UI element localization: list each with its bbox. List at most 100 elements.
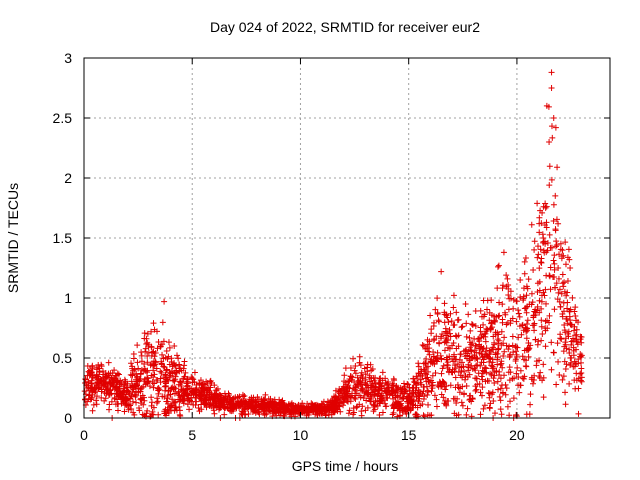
data-point <box>438 370 445 377</box>
data-point <box>499 389 506 396</box>
data-point <box>530 312 537 319</box>
data-point <box>487 370 494 377</box>
data-point <box>559 313 566 320</box>
data-point <box>482 348 489 355</box>
data-point <box>505 306 512 313</box>
data-point <box>98 394 105 401</box>
data-point <box>489 359 496 366</box>
data-point <box>553 216 560 223</box>
data-point <box>491 341 498 348</box>
data-point <box>454 317 461 324</box>
data-point <box>214 385 221 392</box>
data-point <box>364 404 371 411</box>
data-point <box>504 403 511 410</box>
data-point <box>566 256 573 263</box>
y-tick-label: 2 <box>64 170 72 186</box>
data-point <box>455 368 462 375</box>
data-point <box>500 249 507 256</box>
data-point <box>170 385 177 392</box>
data-point <box>506 412 513 419</box>
data-point <box>440 362 447 369</box>
data-point <box>438 356 445 363</box>
data-point <box>241 411 248 418</box>
data-point <box>567 321 574 328</box>
data-point <box>455 343 462 350</box>
data-point <box>132 393 139 400</box>
data-point <box>316 403 323 410</box>
data-point <box>526 345 533 352</box>
data-point <box>452 374 459 381</box>
data-point <box>111 394 118 401</box>
data-point <box>519 375 526 382</box>
data-point <box>345 378 352 385</box>
data-point <box>376 412 383 419</box>
data-point <box>457 385 464 392</box>
data-point <box>522 254 529 261</box>
data-point <box>506 354 513 361</box>
data-point <box>479 384 486 391</box>
data-point <box>129 363 136 370</box>
data-point <box>577 370 584 377</box>
data-point <box>376 375 383 382</box>
data-point <box>538 259 545 266</box>
data-point <box>546 312 553 319</box>
data-point <box>379 409 386 416</box>
data-point <box>113 372 120 379</box>
data-point <box>185 395 192 402</box>
data-point <box>494 329 501 336</box>
data-point <box>567 355 574 362</box>
data-point <box>561 321 568 328</box>
data-point <box>90 401 97 408</box>
data-point <box>159 393 166 400</box>
data-point <box>166 361 173 368</box>
data-point <box>401 380 408 387</box>
data-point <box>549 134 556 141</box>
data-point <box>376 393 383 400</box>
data-point <box>370 401 377 408</box>
data-point <box>151 353 158 360</box>
data-point <box>486 404 493 411</box>
data-point <box>170 399 177 406</box>
data-point <box>155 411 162 418</box>
data-point <box>437 380 444 387</box>
data-point <box>565 246 572 253</box>
data-point <box>294 406 301 413</box>
data-point <box>206 387 213 394</box>
data-point <box>523 292 530 299</box>
data-point <box>101 397 108 404</box>
data-point <box>352 370 359 377</box>
data-point <box>166 374 173 381</box>
data-point <box>282 409 289 416</box>
data-point <box>370 402 377 409</box>
data-point <box>359 374 366 381</box>
data-point <box>519 321 526 328</box>
data-point <box>431 319 438 326</box>
data-point <box>428 412 435 419</box>
data-point <box>88 377 95 384</box>
data-point <box>438 333 445 340</box>
data-point <box>226 392 233 399</box>
data-point <box>557 240 564 247</box>
data-point <box>562 366 569 373</box>
data-point <box>372 397 379 404</box>
data-point <box>199 382 206 389</box>
data-point <box>553 238 560 245</box>
data-point <box>331 406 338 413</box>
data-point <box>358 369 365 376</box>
data-point <box>157 375 164 382</box>
data-point <box>522 324 529 331</box>
data-point <box>227 405 234 412</box>
data-point <box>159 319 166 326</box>
data-point <box>273 400 280 407</box>
data-point <box>573 377 580 384</box>
data-point <box>352 362 359 369</box>
data-point <box>181 373 188 380</box>
data-point <box>498 328 505 335</box>
data-point <box>340 402 347 409</box>
data-point <box>426 378 433 385</box>
data-point <box>563 361 570 368</box>
data-point <box>564 320 571 327</box>
data-point <box>553 241 560 248</box>
data-point <box>467 392 474 399</box>
data-point <box>556 372 563 379</box>
